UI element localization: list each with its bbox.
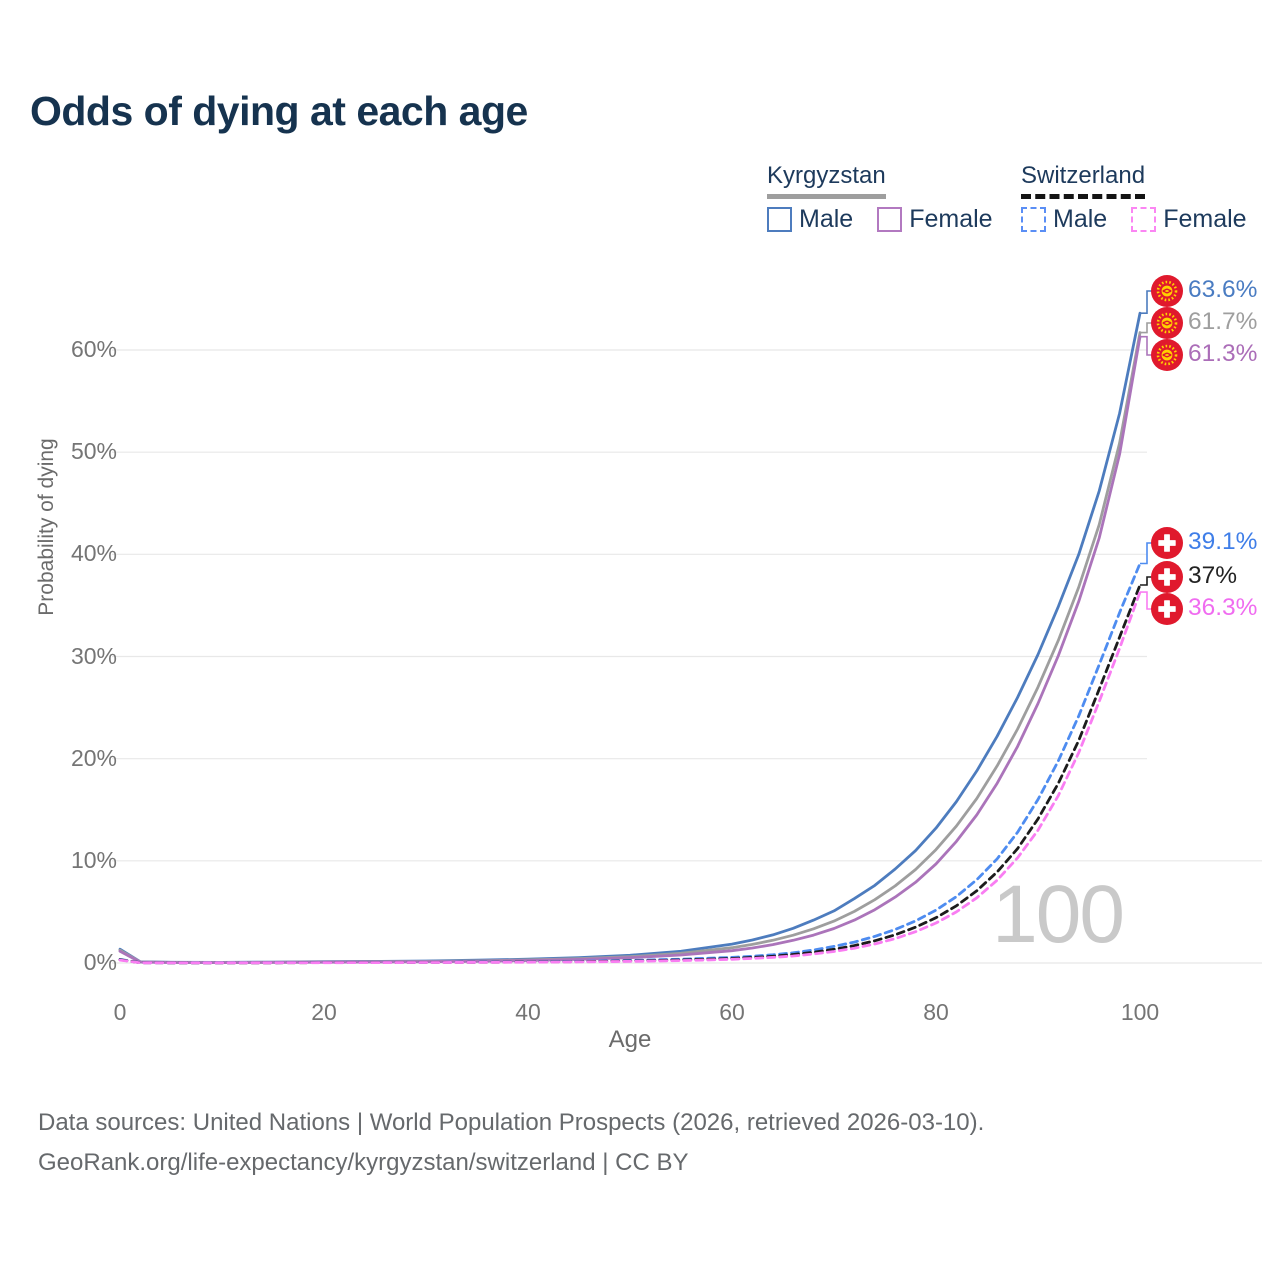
kyrgyzstan-sun-icon: [1161, 285, 1173, 297]
y-tick-label-0: 0%: [83, 949, 117, 975]
kyrgyzstan-sun-icon: [1161, 317, 1173, 329]
x-tick-label-20: 20: [311, 999, 337, 1025]
y-tick-label-60: 60%: [70, 336, 117, 362]
kyrgyzstan-sun-rays: [1156, 312, 1178, 334]
y-tick-label-40: 40%: [70, 540, 117, 567]
end-value-label-kyrgyzstan-male: 63.6%: [1188, 276, 1258, 303]
legend-item-label: Male: [799, 205, 854, 233]
y-tick-label-50: 50%: [70, 438, 117, 465]
end-label-connector: [1140, 290, 1152, 315]
legend-header-switzerland[interactable]: Switzerland: [1021, 162, 1146, 199]
end-value-label-kyrgyzstan-female: 61.3%: [1188, 340, 1258, 367]
kyrgyzstan-tunduk-arc: [1162, 289, 1172, 294]
y-tick-label-10: 10%: [70, 846, 117, 873]
legend-group-kyrgyzstan: Kyrgyzstan: [767, 162, 886, 199]
kyrgyzstan-sun-icon: [1161, 349, 1173, 361]
legend-group-switzerland: Switzerland: [1021, 162, 1146, 199]
legend-item-label: Male: [1053, 205, 1108, 233]
kyrgyzstan-tunduk-arc: [1162, 321, 1172, 326]
end-label-connector: [1140, 576, 1152, 586]
swiss-cross-icon: [1158, 606, 1176, 612]
end-value-label-switzerland-female: 36.3%: [1188, 594, 1258, 621]
legend-item-label: Female: [909, 205, 993, 233]
footer-attribution: GeoRank.org/life-expectancy/kyrgyzstan/s…: [38, 1149, 689, 1176]
legend-item-switzerland-male[interactable]: Male: [1021, 205, 1107, 234]
kyrgyzstan-tunduk-arc: [1162, 353, 1172, 358]
y-tick-label-20: 20%: [70, 744, 117, 771]
kyrgyzstan-sun-rays: [1156, 280, 1178, 302]
legend-item-kyrgyzstan-male[interactable]: Male: [767, 205, 853, 234]
end-label-connector: [1140, 335, 1152, 356]
x-axis-title: Age: [608, 1026, 652, 1053]
x-tick-label-0: 0: [113, 999, 127, 1025]
end-label-connector: [1140, 322, 1152, 334]
x-tick-label-60: 60: [719, 999, 745, 1025]
x-tick-label-80: 80: [923, 999, 949, 1025]
x-tick-label-100: 100: [1120, 999, 1160, 1025]
swiss-cross-icon: [1158, 540, 1176, 546]
legend-items-kyrgyzstan: Male Female: [767, 205, 993, 234]
series-line-switzerland-male[interactable]: [118, 562, 1142, 965]
series-line-switzerland-female[interactable]: [118, 590, 1142, 965]
kyrgyzstan-female-swatch: [877, 207, 903, 232]
switzerland-male-swatch: [1021, 207, 1046, 232]
x-tick-label-40: 40: [515, 999, 541, 1025]
page-title: Odds of dying at each age: [30, 88, 528, 134]
legend-item-label: Female: [1163, 205, 1247, 233]
legend-item-switzerland-female[interactable]: Female: [1131, 205, 1247, 234]
kyrgyzstan-sun-rays: [1156, 344, 1178, 366]
kyrgyzstan-male-swatch: [767, 207, 792, 232]
end-label-connector: [1140, 542, 1152, 565]
legend-item-kyrgyzstan-female[interactable]: Female: [877, 205, 993, 234]
end-value-label-switzerland-male: 39.1%: [1188, 528, 1258, 555]
legend-header-kyrgyzstan[interactable]: Kyrgyzstan: [767, 162, 886, 199]
end-value-label-kyrgyzstan-both-sexes: 61.7%: [1188, 308, 1258, 335]
age-watermark: 100: [992, 869, 1125, 960]
legend-items-switzerland: Male Female: [1021, 205, 1247, 234]
switzerland-female-swatch: [1131, 207, 1157, 232]
swiss-cross-icon: [1158, 574, 1176, 580]
footer-sources: Data sources: United Nations | World Pop…: [38, 1109, 985, 1136]
series-line-kyrgyzstan-male[interactable]: [118, 311, 1142, 964]
y-tick-label-30: 30%: [70, 642, 117, 669]
series-line-switzerland-both-sexes[interactable]: [118, 583, 1142, 965]
end-label-connector: [1140, 591, 1152, 610]
end-value-label-switzerland-both-sexes: 37%: [1188, 562, 1238, 589]
